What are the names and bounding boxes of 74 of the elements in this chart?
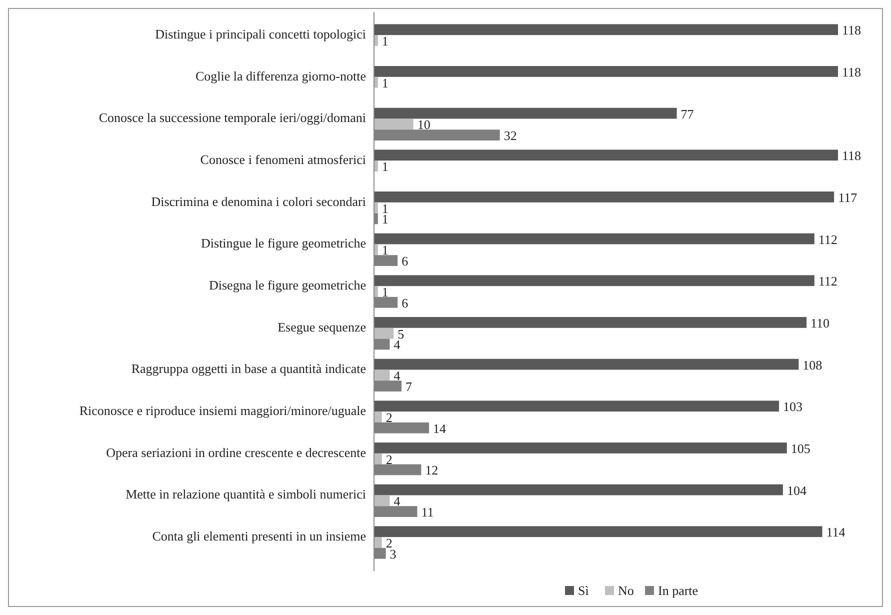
bar <box>374 453 382 464</box>
bar <box>374 66 838 77</box>
data-label: 2 <box>386 410 392 425</box>
bar <box>374 160 378 172</box>
y-tick-label: Disegna le figure geometriche <box>208 278 366 292</box>
data-label: 10 <box>417 117 430 132</box>
data-label: 2 <box>386 536 392 550</box>
y-tick-label: Conosce la successione temporale ieri/oggi/domani <box>98 110 366 126</box>
legend-label: In parte <box>658 583 698 598</box>
y-tick-label: Distingue i principali concetti topologici <box>155 26 366 42</box>
data-label: 1 <box>382 242 388 258</box>
data-label: 118 <box>842 148 862 164</box>
bar <box>374 317 807 328</box>
bar <box>374 442 787 454</box>
bar <box>374 275 814 286</box>
bar <box>374 192 834 202</box>
bar <box>374 35 378 46</box>
data-label: 1 <box>382 159 388 174</box>
bar <box>374 202 378 214</box>
data-label: 12 <box>425 462 438 478</box>
data-label: 117 <box>838 190 858 205</box>
bar <box>374 495 390 506</box>
data-label: 103 <box>783 399 803 414</box>
bar <box>374 412 382 422</box>
bar <box>374 150 838 161</box>
data-label: 4 <box>394 494 401 509</box>
data-label: 1 <box>382 75 388 90</box>
data-label: 3 <box>390 546 396 562</box>
bar <box>374 118 414 130</box>
data-label: 77 <box>680 106 694 122</box>
bar <box>374 526 822 538</box>
data-label: 1 <box>382 34 388 48</box>
bar <box>374 484 783 496</box>
data-label: 110 <box>810 315 830 330</box>
data-label: 118 <box>842 22 862 38</box>
data-label: 104 <box>786 482 807 498</box>
data-label: 112 <box>818 232 838 247</box>
bar <box>374 24 838 36</box>
data-label: 11 <box>421 504 434 520</box>
y-tick-label: Mette in relazione quantità e simboli numerici <box>126 486 366 502</box>
y-tick-label: Conosce i fenomeni atmosferici <box>200 152 366 167</box>
data-label: 7 <box>406 379 413 394</box>
y-tick-label: Distingue le figure geometriche <box>201 236 366 251</box>
bar <box>374 370 390 381</box>
data-label: 14 <box>433 420 447 436</box>
y-tick-label: Discrimina e denomina i colori secondari <box>151 194 366 209</box>
bar <box>374 108 677 119</box>
data-label: 1 <box>382 284 388 300</box>
data-label: 105 <box>790 440 810 456</box>
y-tick-label: Coglie la differenza giorno-notte <box>195 68 366 84</box>
bar <box>374 537 382 548</box>
data-label: 112 <box>818 274 838 289</box>
bar <box>374 233 814 244</box>
data-label: 108 <box>802 357 822 372</box>
bar <box>374 358 799 370</box>
y-tick-label: Esegue sequenze <box>278 319 366 334</box>
y-tick-label: Riconosce e riproduce insiemi maggiori/minore/uguale <box>79 403 366 418</box>
data-label: 114 <box>826 524 846 540</box>
data-label: 6 <box>402 295 409 310</box>
y-tick-label: Opera seriazioni in ordine crescente e decrescente <box>106 444 366 460</box>
data-label: 4 <box>394 368 401 384</box>
bar <box>374 286 378 297</box>
bar <box>374 400 780 412</box>
data-label: 118 <box>842 64 862 80</box>
legend-label: Sì <box>578 583 590 598</box>
legend-label: No <box>618 583 634 598</box>
y-tick-label: Conta gli elementi presenti in un insieme <box>152 528 366 544</box>
bar <box>374 244 378 256</box>
bar <box>374 328 394 339</box>
bar <box>374 76 378 88</box>
data-label: 2 <box>386 452 392 467</box>
y-tick-label: Raggruppa oggetti in base a quantità indicate <box>131 361 366 376</box>
data-label: 32 <box>504 128 517 144</box>
data-label: 6 <box>402 254 409 269</box>
